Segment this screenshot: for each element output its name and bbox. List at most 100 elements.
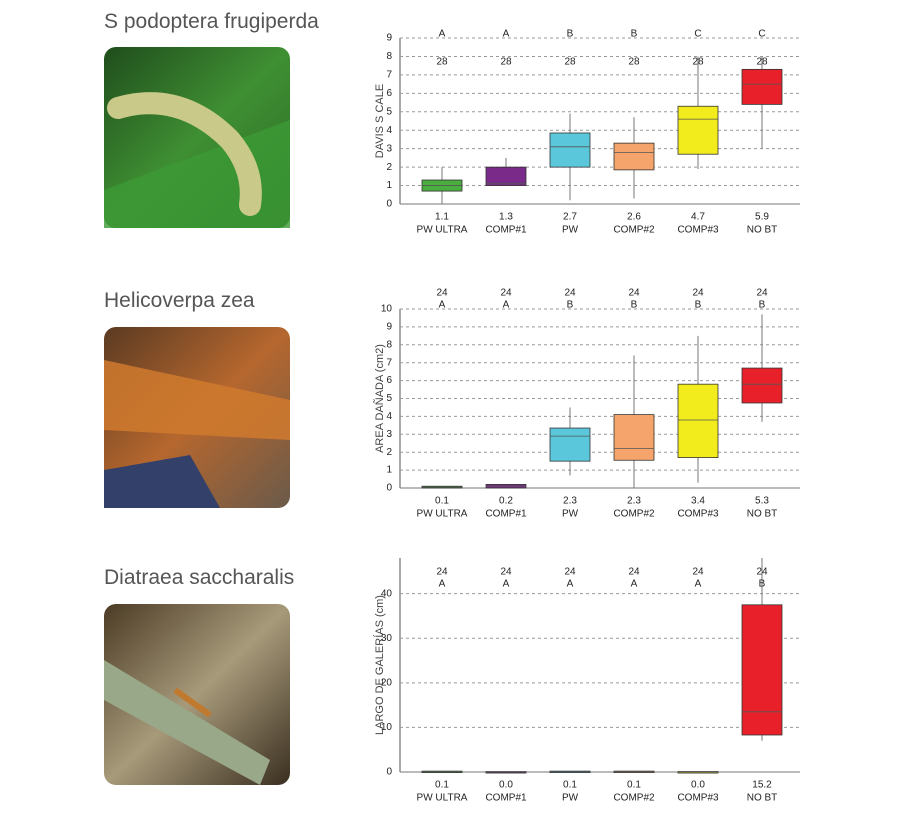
y-axis-label: LARGO DE GALERÍAS (cm) bbox=[373, 595, 386, 735]
mean-label: 2.3 bbox=[563, 496, 577, 507]
significance-letter: A bbox=[503, 29, 510, 40]
y-tick-label: 0 bbox=[386, 767, 392, 778]
significance-letter: A bbox=[631, 579, 638, 590]
y-tick-label: 4 bbox=[386, 411, 392, 422]
mean-label: 1.1 bbox=[435, 212, 449, 223]
y-tick-label: 2 bbox=[386, 162, 392, 173]
sample-count: 24 bbox=[564, 288, 576, 299]
y-tick-label: 5 bbox=[386, 106, 392, 117]
mean-label: 0.1 bbox=[627, 780, 641, 791]
significance-letter: A bbox=[439, 29, 446, 40]
significance-letter: B bbox=[567, 300, 574, 311]
y-tick-label: 4 bbox=[386, 125, 392, 136]
y-tick-label: 9 bbox=[386, 322, 392, 333]
box bbox=[485, 166, 527, 186]
x-tick-label: COMP#3 bbox=[677, 793, 719, 804]
x-tick-label: COMP#3 bbox=[677, 225, 719, 236]
significance-letter: A bbox=[695, 579, 702, 590]
x-tick-label: PW ULTRA bbox=[417, 225, 468, 236]
y-tick-label: 8 bbox=[386, 51, 392, 62]
sample-count: 24 bbox=[436, 288, 448, 299]
sample-count: 28 bbox=[436, 57, 448, 68]
photo-corn-ear bbox=[104, 327, 290, 508]
photo-stem bbox=[104, 604, 290, 785]
box bbox=[549, 427, 591, 462]
y-tick-label: 3 bbox=[386, 429, 392, 440]
significance-letter: B bbox=[631, 29, 638, 40]
x-tick-label: COMP#2 bbox=[613, 225, 655, 236]
x-tick-label: COMP#1 bbox=[485, 793, 527, 804]
x-tick-label: PW ULTRA bbox=[417, 509, 468, 520]
x-tick-label: COMP#2 bbox=[613, 509, 655, 520]
significance-letter: A bbox=[503, 579, 510, 590]
y-tick-label: 9 bbox=[386, 33, 392, 44]
sample-count: 24 bbox=[692, 288, 704, 299]
mean-label: 2.6 bbox=[627, 212, 641, 223]
y-axis-label: AREA DAÑADA (cm2) bbox=[373, 344, 386, 453]
significance-letter: B bbox=[695, 300, 702, 311]
y-tick-label: 1 bbox=[386, 180, 392, 191]
sample-count: 24 bbox=[500, 567, 512, 578]
mean-label: 1.3 bbox=[499, 212, 513, 223]
significance-letter: A bbox=[567, 579, 574, 590]
box bbox=[741, 604, 783, 736]
sample-count: 28 bbox=[692, 57, 704, 68]
y-tick-label: 2 bbox=[386, 447, 392, 458]
box bbox=[741, 367, 783, 404]
box bbox=[613, 142, 655, 171]
mean-label: 0.1 bbox=[435, 496, 449, 507]
x-tick-label: COMP#3 bbox=[677, 509, 719, 520]
sample-count: 24 bbox=[564, 567, 576, 578]
y-tick-label: 30 bbox=[381, 633, 393, 644]
box bbox=[613, 414, 655, 461]
box bbox=[677, 383, 719, 458]
sample-count: 28 bbox=[628, 57, 640, 68]
x-tick-label: PW bbox=[562, 793, 579, 804]
significance-letter: B bbox=[759, 300, 766, 311]
sample-count: 24 bbox=[756, 567, 768, 578]
y-tick-label: 10 bbox=[381, 722, 393, 733]
y-tick-label: 0 bbox=[386, 483, 392, 494]
y-tick-label: 7 bbox=[386, 357, 392, 368]
x-tick-label: COMP#2 bbox=[613, 793, 655, 804]
y-tick-label: 20 bbox=[381, 677, 393, 688]
y-axis-label: DAVIS S CALE bbox=[374, 84, 386, 158]
box bbox=[741, 68, 783, 105]
chart-title: Diatraea saccharalis bbox=[104, 566, 294, 589]
sample-count: 28 bbox=[756, 57, 768, 68]
y-tick-label: 0 bbox=[386, 199, 392, 210]
sample-count: 24 bbox=[692, 567, 704, 578]
y-tick-label: 6 bbox=[386, 375, 392, 386]
y-tick-label: 10 bbox=[381, 304, 393, 315]
mean-label: 0.0 bbox=[691, 780, 705, 791]
sample-count: 24 bbox=[628, 567, 640, 578]
y-tick-label: 3 bbox=[386, 143, 392, 154]
y-tick-label: 5 bbox=[386, 393, 392, 404]
significance-letter: A bbox=[439, 579, 446, 590]
mean-label: 3.4 bbox=[691, 496, 705, 507]
y-tick-label: 8 bbox=[386, 339, 392, 350]
significance-letter: B bbox=[567, 29, 574, 40]
significance-letter: A bbox=[503, 300, 510, 311]
x-tick-label: PW bbox=[562, 509, 579, 520]
sample-count: 24 bbox=[756, 288, 768, 299]
x-tick-label: NO BT bbox=[747, 793, 778, 804]
box bbox=[677, 105, 719, 155]
x-tick-label: NO BT bbox=[747, 225, 778, 236]
significance-letter: C bbox=[694, 29, 701, 40]
mean-label: 0.1 bbox=[435, 780, 449, 791]
mean-label: 2.7 bbox=[563, 212, 577, 223]
mean-label: 0.0 bbox=[499, 780, 513, 791]
sample-count: 28 bbox=[564, 57, 576, 68]
sample-count: 28 bbox=[500, 57, 512, 68]
box bbox=[549, 132, 591, 168]
y-tick-label: 1 bbox=[386, 465, 392, 476]
significance-letter: B bbox=[759, 579, 766, 590]
sample-count: 24 bbox=[500, 288, 512, 299]
sample-count: 24 bbox=[628, 288, 640, 299]
x-tick-label: COMP#1 bbox=[485, 509, 527, 520]
mean-label: 5.9 bbox=[755, 212, 769, 223]
x-tick-label: PW ULTRA bbox=[417, 793, 468, 804]
